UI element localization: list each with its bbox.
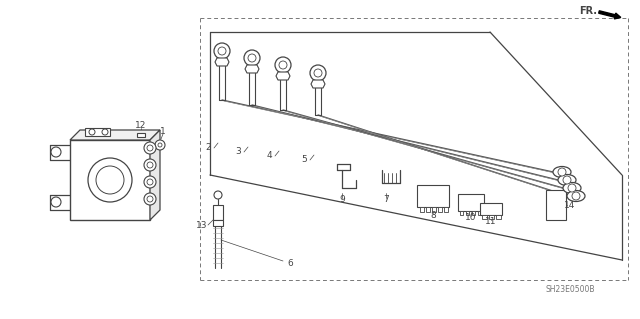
Bar bbox=[417, 185, 449, 207]
Text: 1: 1 bbox=[160, 128, 166, 137]
Ellipse shape bbox=[567, 190, 585, 202]
Text: 9: 9 bbox=[339, 196, 345, 204]
Circle shape bbox=[572, 192, 580, 200]
Polygon shape bbox=[70, 130, 160, 140]
Circle shape bbox=[144, 193, 156, 205]
Bar bbox=[213, 220, 223, 226]
Bar bbox=[489, 215, 494, 219]
Circle shape bbox=[102, 129, 108, 135]
Text: 4: 4 bbox=[266, 152, 272, 160]
Ellipse shape bbox=[553, 167, 571, 177]
Circle shape bbox=[89, 129, 95, 135]
Text: 10: 10 bbox=[465, 213, 477, 222]
Text: 12: 12 bbox=[135, 122, 147, 130]
Circle shape bbox=[155, 140, 165, 150]
Text: 2: 2 bbox=[205, 144, 211, 152]
Circle shape bbox=[244, 50, 260, 66]
Circle shape bbox=[218, 47, 226, 55]
Bar bbox=[438, 207, 442, 212]
Circle shape bbox=[51, 147, 61, 157]
Ellipse shape bbox=[558, 174, 576, 186]
Circle shape bbox=[147, 179, 153, 185]
Bar bbox=[472, 211, 475, 215]
Text: FR.: FR. bbox=[579, 6, 597, 16]
Circle shape bbox=[96, 166, 124, 194]
Text: 3: 3 bbox=[235, 147, 241, 157]
Polygon shape bbox=[215, 58, 229, 66]
Circle shape bbox=[214, 191, 222, 199]
Bar bbox=[137, 133, 145, 137]
Bar bbox=[85, 128, 110, 136]
Bar bbox=[444, 207, 448, 212]
Text: 7: 7 bbox=[383, 196, 389, 204]
Circle shape bbox=[144, 176, 156, 188]
Bar bbox=[480, 203, 502, 215]
Text: 5: 5 bbox=[301, 155, 307, 165]
Polygon shape bbox=[245, 65, 259, 73]
Bar bbox=[496, 215, 501, 219]
Circle shape bbox=[158, 143, 162, 147]
Circle shape bbox=[147, 145, 153, 151]
Text: 13: 13 bbox=[195, 220, 207, 229]
Circle shape bbox=[88, 158, 132, 202]
Bar bbox=[478, 211, 481, 215]
Bar bbox=[213, 205, 223, 220]
Bar bbox=[466, 211, 469, 215]
Bar bbox=[546, 190, 566, 220]
Circle shape bbox=[51, 197, 61, 207]
Circle shape bbox=[147, 162, 153, 168]
Bar bbox=[420, 207, 424, 212]
Text: 8: 8 bbox=[430, 211, 436, 219]
Circle shape bbox=[147, 196, 153, 202]
Ellipse shape bbox=[563, 182, 581, 194]
Circle shape bbox=[144, 159, 156, 171]
Bar bbox=[460, 211, 463, 215]
Circle shape bbox=[144, 142, 156, 154]
Text: 14: 14 bbox=[564, 201, 576, 210]
Circle shape bbox=[558, 168, 566, 176]
FancyArrow shape bbox=[598, 11, 621, 19]
Bar bbox=[432, 207, 436, 212]
Circle shape bbox=[563, 176, 571, 184]
Circle shape bbox=[248, 54, 256, 62]
Text: 11: 11 bbox=[485, 218, 497, 226]
Circle shape bbox=[310, 65, 326, 81]
Circle shape bbox=[275, 57, 291, 73]
Bar bbox=[426, 207, 430, 212]
Circle shape bbox=[279, 61, 287, 69]
Bar bbox=[482, 215, 487, 219]
Bar bbox=[70, 140, 150, 220]
Circle shape bbox=[214, 43, 230, 59]
Polygon shape bbox=[311, 80, 325, 88]
Circle shape bbox=[314, 69, 322, 77]
Text: 6: 6 bbox=[287, 258, 293, 268]
Polygon shape bbox=[150, 130, 160, 220]
Circle shape bbox=[568, 184, 576, 192]
Bar bbox=[458, 194, 484, 211]
Text: SH23E0500B: SH23E0500B bbox=[545, 286, 595, 294]
Polygon shape bbox=[276, 72, 290, 80]
